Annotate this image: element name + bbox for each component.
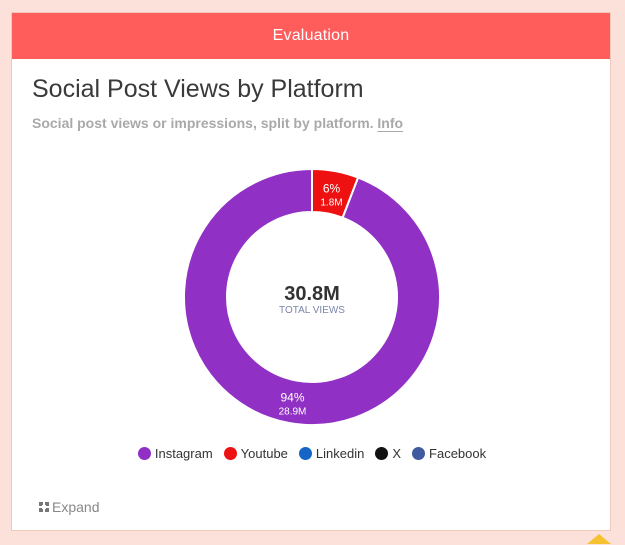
slice-value-instagram: 28.9M xyxy=(279,407,307,418)
slice-labels: 6% 1.8M 94% 28.9M xyxy=(279,181,343,417)
legend-label: Youtube xyxy=(240,446,288,461)
legend-label: Linkedin xyxy=(315,446,365,461)
donut-slices xyxy=(183,167,441,426)
legend-item-linkedin[interactable]: Linkedin xyxy=(298,446,365,461)
slice-percent-youtube: 6% xyxy=(323,181,341,195)
total-views-value: 30.8M xyxy=(284,283,340,305)
total-views-label: TOTAL VIEWS xyxy=(279,305,345,316)
legend-item-youtube[interactable]: Youtube xyxy=(223,446,288,461)
legend-dot xyxy=(223,447,237,460)
legend-label: Facebook xyxy=(429,446,487,461)
info-link[interactable]: Info xyxy=(377,115,404,131)
expand-icon xyxy=(39,502,49,512)
legend-item-instagram[interactable]: Instagram xyxy=(137,446,213,461)
header-title: Evaluation xyxy=(272,27,350,44)
expand-button[interactable]: Expand xyxy=(39,499,99,515)
subtitle-text: Social post views or impressions, split … xyxy=(32,115,374,131)
legend-dot xyxy=(137,447,151,460)
expand-label: Expand xyxy=(52,499,100,515)
legend-label: Instagram xyxy=(154,446,213,461)
slice-value-youtube: 1.8M xyxy=(320,197,342,208)
legend-dot xyxy=(298,447,312,460)
chart-subtitle: Social post views or impressions, split … xyxy=(32,115,403,131)
donut-chart: 6% 1.8M 94% 28.9M 30.8M TOTAL VIEWS xyxy=(183,167,441,426)
legend-dot xyxy=(412,447,426,460)
slice-percent-instagram: 94% xyxy=(280,391,304,405)
legend-item-facebook[interactable]: Facebook xyxy=(412,446,486,461)
chart-title: Social Post Views by Platform xyxy=(32,75,364,103)
legend-item-x[interactable]: X xyxy=(375,446,401,461)
corner-accent xyxy=(587,534,611,544)
slice-instagram[interactable] xyxy=(183,167,441,426)
chart-card: Evaluation Social Post Views by Platform… xyxy=(11,12,611,531)
legend-dot xyxy=(375,447,389,460)
legend-label: X xyxy=(392,446,402,461)
chart-legend: Instagram Youtube Linkedin X Facebook xyxy=(12,446,612,461)
card-header: Evaluation xyxy=(12,13,610,59)
